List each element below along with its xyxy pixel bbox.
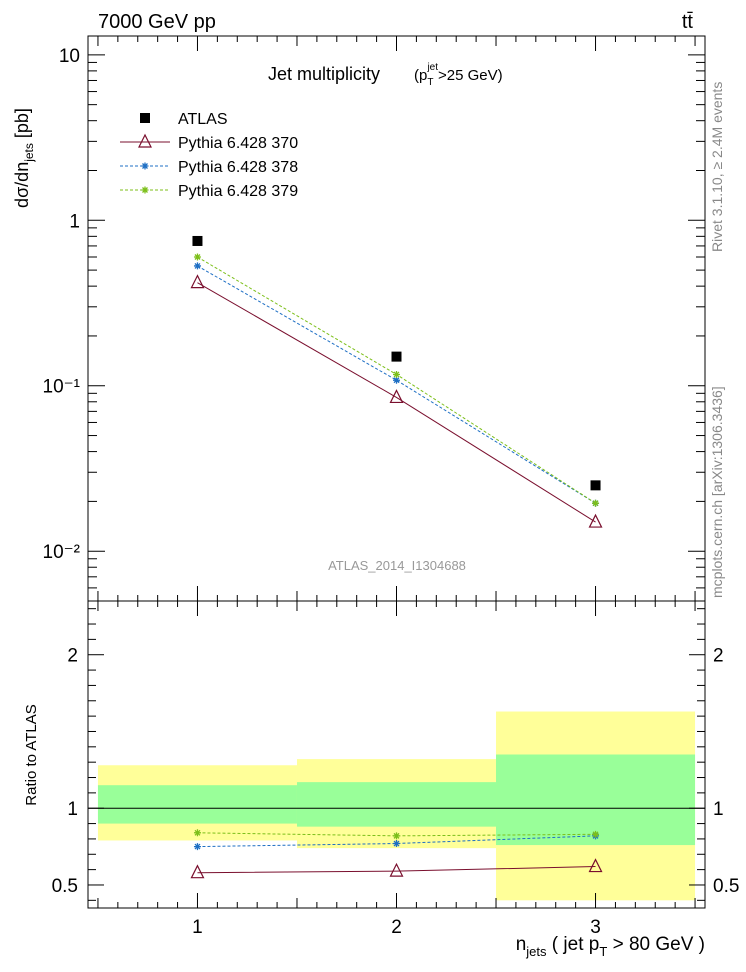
mcplots-label: mcplots.cern.ch [arXiv:1306.3436] (709, 386, 725, 598)
legend-marker (141, 186, 149, 194)
series-line (197, 265, 596, 504)
series-point (190, 274, 205, 289)
header-right: tt̄ (682, 11, 694, 33)
ratio-series-point (393, 832, 400, 840)
x-tick-label: 3 (590, 917, 601, 938)
series-point (592, 499, 600, 507)
data-point (590, 480, 601, 491)
legend-marker (140, 113, 150, 123)
y-tick-label: 1 (69, 211, 80, 232)
ratio-series-point (592, 830, 600, 838)
series-point (588, 513, 603, 528)
legend: ATLAS Pythia 6.428 370 Pythia 6.428 378 Pyt… (120, 111, 298, 200)
ratio-series-point (393, 840, 400, 848)
y-tick-label: 10⁻¹ (43, 377, 81, 398)
y-axis-label: dσ/dnjets [pb] (12, 108, 36, 208)
series-point (193, 253, 201, 261)
main-panel: 10⁻² 10⁻¹ 1 10 Jet multiplicity (pTjet>25 G… (12, 35, 706, 602)
ratio-tick-label: 0.5 (713, 876, 739, 897)
ratio-series-point (193, 843, 201, 851)
ratio-series-line (197, 866, 596, 874)
rivet-label: Rivet 3.1.10, ≥ 2.4M events (709, 82, 725, 252)
data-point (192, 235, 203, 246)
series-point (389, 389, 404, 404)
ratio-series-point (588, 858, 603, 873)
legend-label: Pythia 6.428 379 (178, 183, 298, 200)
header-left: 7000 GeV pp (98, 11, 216, 33)
y-tick-label: 10⁻² (43, 542, 81, 563)
ratio-tick-label: 1 (67, 799, 78, 820)
x-tick-label: 2 (391, 917, 402, 938)
ratio-panel: 1 2 3 0.5 0.5 1 1 2 2 Ratio to ATLAS (23, 600, 739, 938)
ratio-series-point (190, 864, 205, 879)
legend-marker (141, 162, 149, 170)
ratio-band-inner (97, 785, 297, 824)
ratio-tick-label: 2 (67, 646, 78, 667)
chart-title-cut: (pTjet>25 GeV) (414, 62, 503, 88)
legend-label: Pythia 6.428 370 (178, 135, 298, 152)
legend-label: ATLAS (178, 111, 228, 128)
legend-marker (138, 133, 152, 148)
ratio-tick-label: 1 (713, 799, 724, 820)
x-tick-label: 1 (192, 917, 203, 938)
series-point (393, 376, 400, 384)
x-axis-label: njets ( jet pT > 80 GeV ) (516, 934, 705, 959)
y-tick-label: 10 (59, 46, 80, 67)
ratio-series-point (389, 862, 404, 877)
ratio-band-inner (496, 754, 696, 846)
ratio-series-line (197, 835, 596, 848)
ratio-y-label: Ratio to ATLAS (23, 704, 40, 805)
ratio-band-inner (296, 782, 497, 827)
legend-label: Pythia 6.428 378 (178, 159, 298, 176)
data-point (391, 351, 402, 362)
chart-title: Jet multiplicity (268, 64, 380, 84)
analysis-label: ATLAS_2014_I1304688 (328, 558, 466, 573)
series-point (393, 370, 400, 378)
ratio-series-line (197, 832, 596, 837)
series-line (197, 282, 596, 523)
ratio-tick-label: 2 (713, 646, 724, 667)
ratio-series-point (193, 829, 201, 837)
series-point (193, 262, 201, 270)
ratio-tick-label: 0.5 (52, 876, 78, 897)
